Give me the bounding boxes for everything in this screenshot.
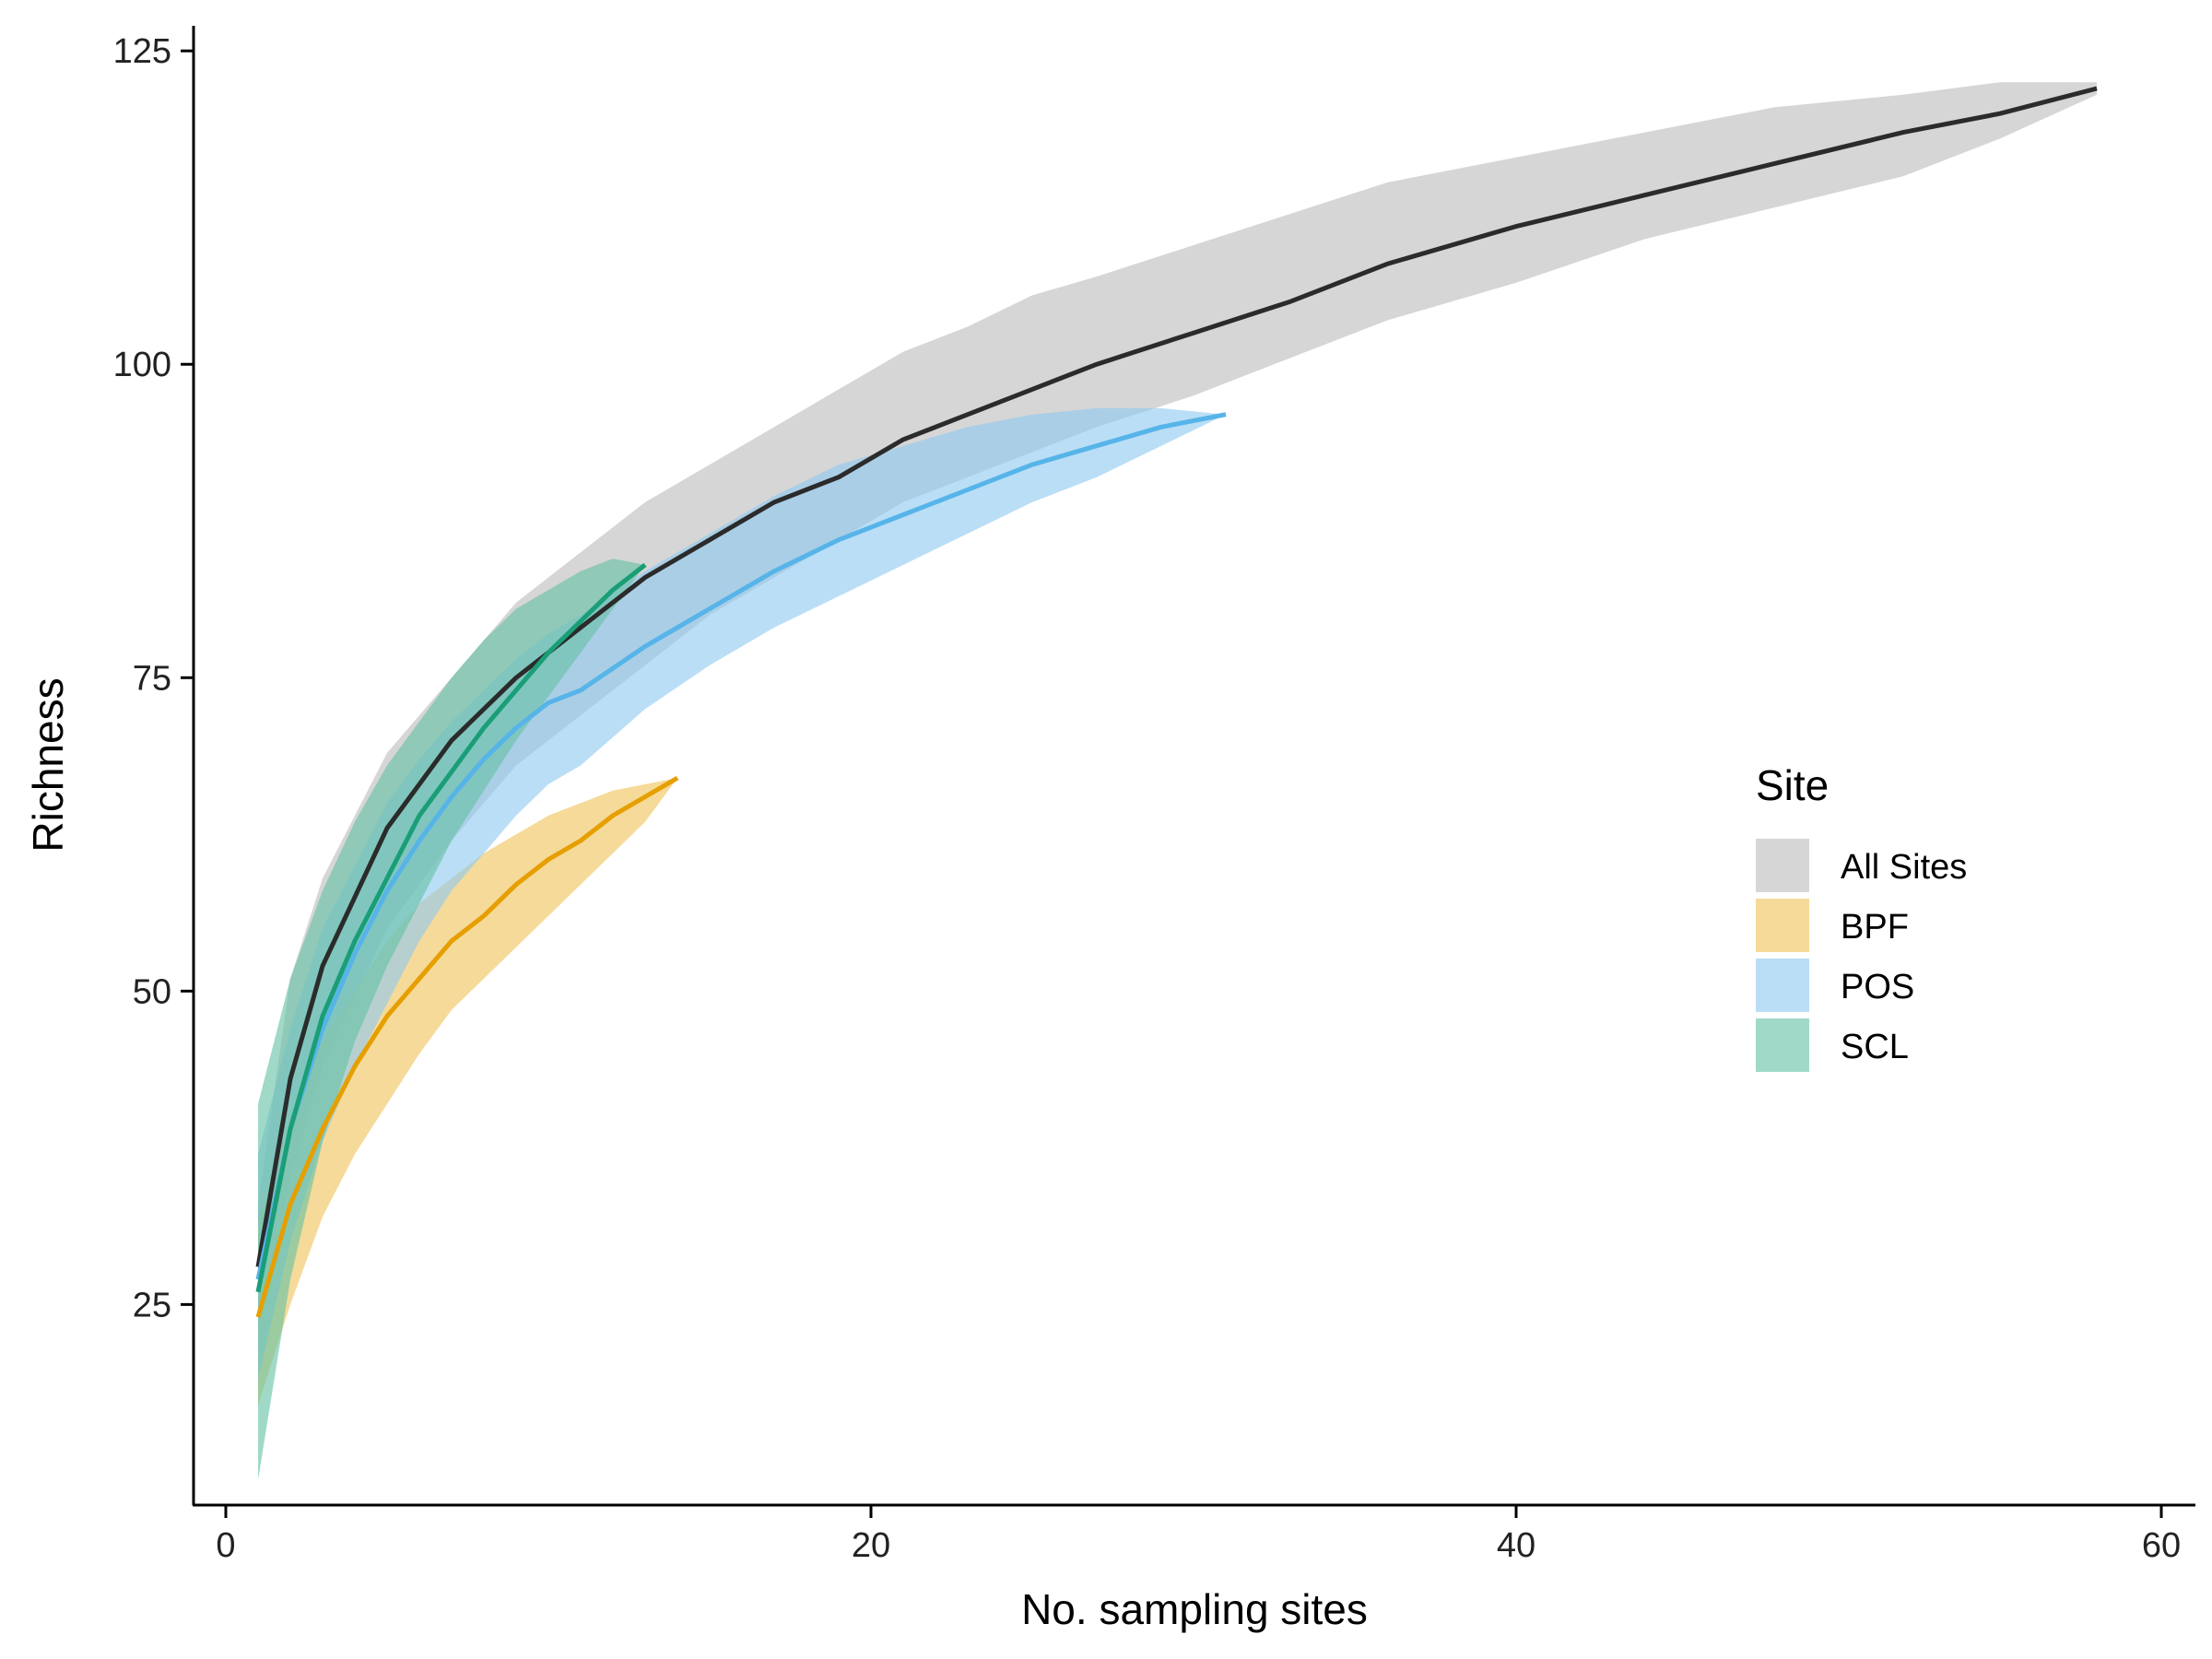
x-tick-label: 20: [852, 1526, 890, 1565]
y-tick-label: 125: [113, 32, 171, 71]
x-tick-label: 0: [216, 1526, 235, 1565]
x-tick-label: 40: [1497, 1526, 1535, 1565]
legend-label-pos: POS: [1841, 968, 1914, 1006]
legend-label-scl: SCL: [1841, 1028, 1909, 1066]
y-tick-label: 50: [133, 972, 171, 1011]
series-lines: [255, 86, 2098, 1318]
line-all-sites: [255, 86, 2098, 1268]
band-pos: [258, 407, 1226, 1380]
x-tick-label: 60: [2142, 1526, 2181, 1565]
line-pos: [255, 412, 1227, 1280]
legend-label-bpf: BPF: [1841, 908, 1909, 947]
line-bpf: [255, 775, 679, 1318]
legend-key-scl: [1756, 1018, 1809, 1072]
legend-key-pos: [1756, 959, 1809, 1012]
legend-key-bpf: [1756, 899, 1809, 952]
x-axis-ticks: 0 20 40 60: [216, 1505, 2181, 1565]
y-tick-label: 25: [133, 1286, 171, 1324]
x-axis-title: No. sampling sites: [1021, 1585, 1368, 1633]
legend: Site All Sites BPF POS SCL: [1756, 761, 1967, 1072]
y-tick-label: 100: [113, 346, 171, 384]
legend-key-all-sites: [1756, 839, 1809, 892]
legend-label-all-sites: All Sites: [1841, 848, 1967, 887]
band-all-sites: [258, 82, 2097, 1330]
y-tick-label: 75: [133, 659, 171, 698]
y-axis-title: Richness: [24, 677, 72, 852]
y-axis-ticks: 25 50 75 100 125: [113, 32, 194, 1324]
line-scl: [255, 562, 647, 1293]
legend-title: Site: [1756, 761, 1829, 809]
